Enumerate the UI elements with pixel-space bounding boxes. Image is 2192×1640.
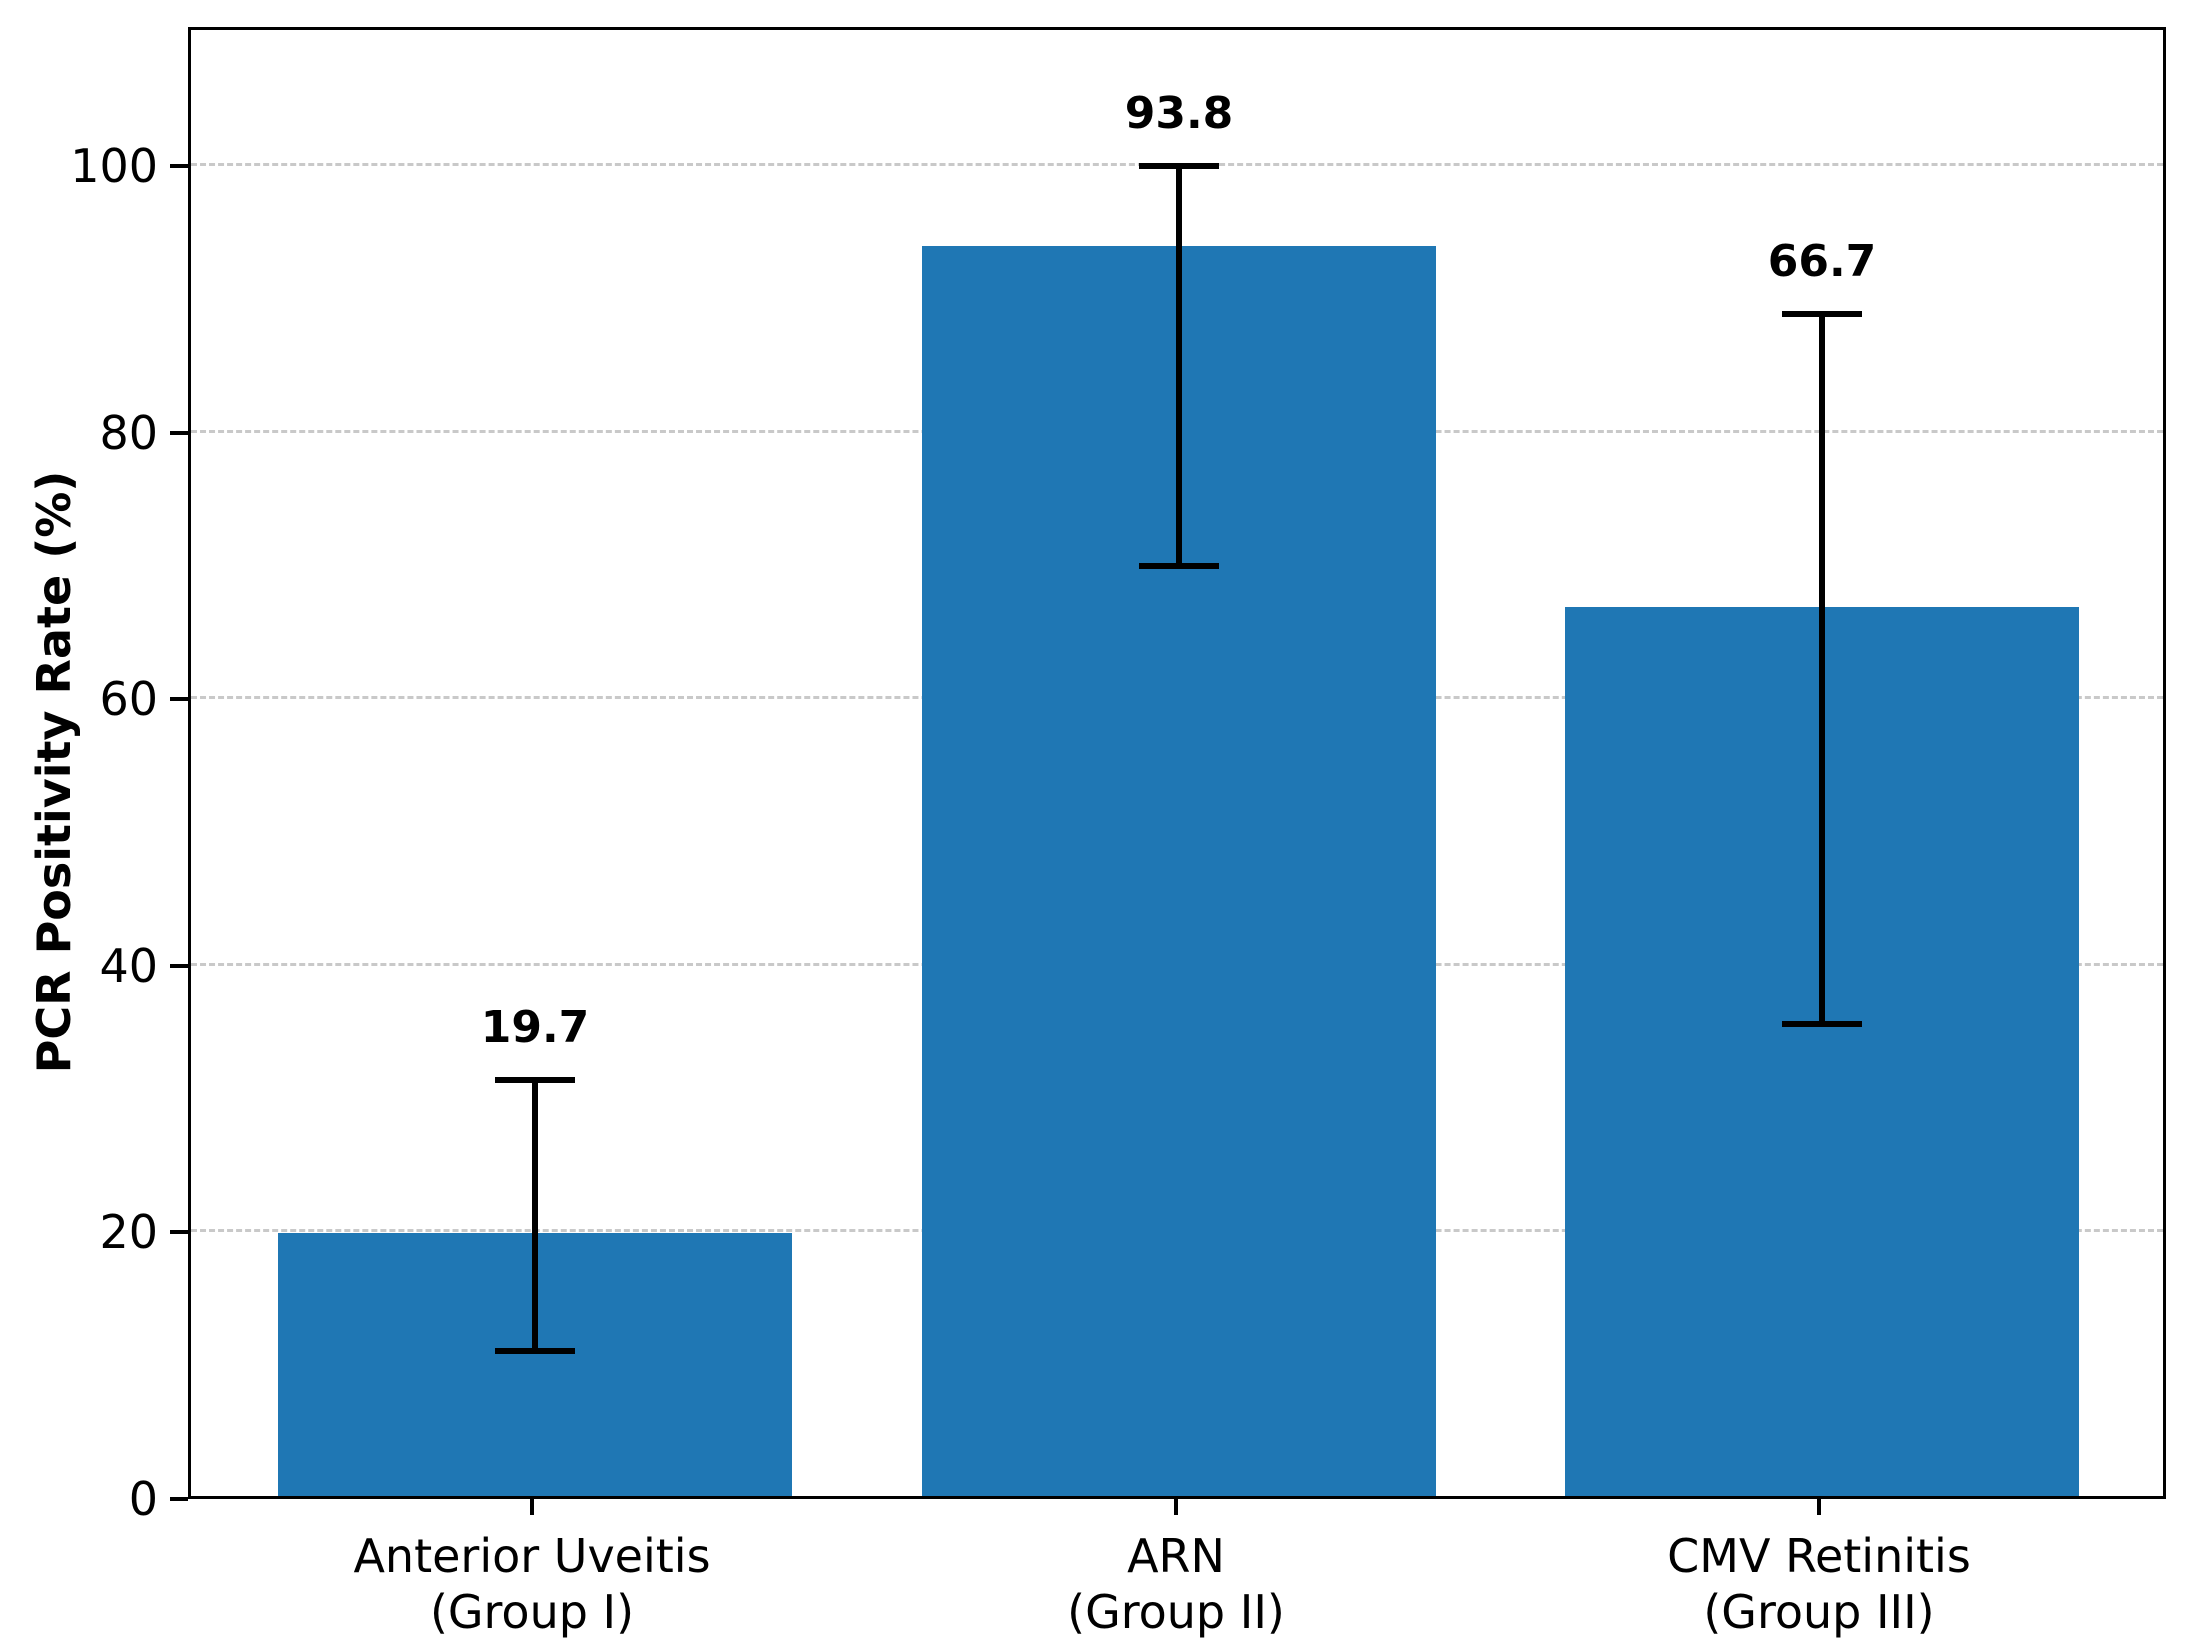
x-tick-label-3: CMV Retinitis (Group III) [1539, 1528, 2099, 1640]
error-bar-line [1176, 165, 1182, 566]
error-bar-cap-upper [495, 1077, 575, 1084]
y-tick-label-80: 80 [99, 405, 158, 460]
error-bar-cap-upper [1782, 310, 1862, 317]
y-tick-mark-80 [170, 430, 188, 435]
error-bar-cap-lower [495, 1347, 575, 1354]
x-tick-label-line: (Group II) [1067, 1585, 1285, 1640]
x-tick-label-line: (Group III) [1703, 1585, 1935, 1640]
y-tick-mark-0 [170, 1497, 188, 1501]
y-tick-label-40: 40 [99, 938, 158, 993]
error-bar-cap-upper [1139, 162, 1219, 169]
y-tick-mark-20 [170, 1230, 188, 1235]
error-bar-line [1819, 313, 1825, 1025]
y-tick-label-100: 100 [70, 139, 158, 194]
y-tick-label-0: 0 [128, 1472, 158, 1526]
x-tick-mark-1 [530, 1499, 534, 1515]
error-bar-line [532, 1080, 538, 1351]
y-axis-title: PCR Positivity Rate (%) [27, 470, 81, 1074]
x-tick-label-line: (Group I) [429, 1585, 635, 1640]
y-tick-mark-40 [170, 963, 188, 968]
x-tick-label-2: ARN (Group II) [896, 1528, 1456, 1640]
bar-value-label: 66.7 [1767, 235, 1877, 287]
bar-value-label: 19.7 [480, 1002, 590, 1054]
y-tick-mark-100 [170, 164, 188, 169]
x-tick-label-line: ARN [1127, 1529, 1225, 1583]
y-tick-label-20: 20 [99, 1205, 158, 1260]
y-tick-mark-60 [170, 697, 188, 702]
y-tick-label-60: 60 [99, 672, 158, 727]
error-bar-cap-lower [1782, 1021, 1862, 1028]
x-tick-label-line: Anterior Uveitis [353, 1529, 711, 1583]
error-bar-cap-lower [1139, 562, 1219, 569]
x-tick-mark-2 [1174, 1499, 1178, 1515]
plot-area: 19.7 93.8 66.7 [188, 27, 2166, 1499]
x-tick-label-line: CMV Retinitis [1667, 1529, 1971, 1583]
x-tick-label-1: Anterior Uveitis (Group I) [252, 1528, 812, 1640]
x-tick-mark-3 [1817, 1499, 1821, 1515]
bar-value-label: 93.8 [1124, 87, 1234, 139]
